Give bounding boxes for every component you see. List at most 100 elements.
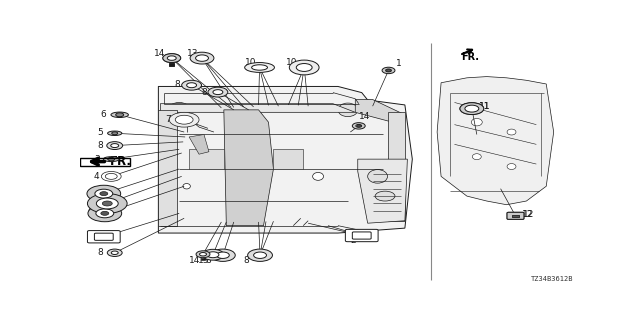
- FancyBboxPatch shape: [346, 229, 378, 242]
- Circle shape: [88, 194, 127, 213]
- Circle shape: [116, 113, 124, 117]
- Circle shape: [208, 87, 228, 97]
- Circle shape: [253, 252, 266, 259]
- FancyBboxPatch shape: [507, 212, 524, 219]
- Circle shape: [460, 103, 484, 115]
- Text: 14: 14: [189, 256, 200, 265]
- Circle shape: [200, 252, 207, 256]
- Ellipse shape: [111, 112, 129, 117]
- Text: 3: 3: [94, 155, 100, 164]
- Circle shape: [187, 83, 196, 88]
- Polygon shape: [158, 110, 177, 226]
- Ellipse shape: [463, 106, 481, 111]
- Circle shape: [108, 157, 115, 161]
- Circle shape: [88, 205, 122, 222]
- Circle shape: [382, 67, 395, 74]
- Circle shape: [468, 107, 476, 111]
- Circle shape: [163, 54, 180, 62]
- Ellipse shape: [367, 170, 388, 183]
- Circle shape: [111, 144, 118, 148]
- Text: 10: 10: [244, 58, 256, 67]
- Text: 6: 6: [101, 110, 107, 119]
- Circle shape: [375, 191, 395, 201]
- Text: 13: 13: [187, 49, 198, 58]
- Circle shape: [107, 142, 123, 149]
- Circle shape: [100, 192, 108, 196]
- Circle shape: [182, 80, 202, 90]
- Ellipse shape: [507, 129, 516, 135]
- Text: 7: 7: [165, 115, 171, 124]
- Circle shape: [465, 105, 479, 112]
- FancyBboxPatch shape: [507, 212, 524, 219]
- Bar: [169, 62, 175, 66]
- Text: 11: 11: [479, 102, 491, 111]
- Circle shape: [213, 90, 223, 95]
- Circle shape: [102, 201, 112, 206]
- FancyBboxPatch shape: [353, 232, 371, 239]
- Text: 8: 8: [244, 256, 250, 265]
- Bar: [201, 258, 205, 260]
- Polygon shape: [224, 110, 273, 226]
- Polygon shape: [189, 149, 224, 169]
- Circle shape: [96, 209, 114, 218]
- Polygon shape: [158, 86, 412, 233]
- Circle shape: [296, 64, 312, 71]
- Circle shape: [167, 56, 176, 60]
- Text: 12: 12: [523, 210, 534, 219]
- Circle shape: [468, 107, 476, 111]
- Circle shape: [163, 54, 180, 62]
- Circle shape: [216, 252, 229, 259]
- Ellipse shape: [108, 131, 122, 135]
- Text: TZ34B3612B: TZ34B3612B: [531, 276, 573, 282]
- Text: 10: 10: [286, 58, 298, 67]
- Text: 9: 9: [88, 208, 93, 217]
- Text: 2: 2: [89, 234, 95, 243]
- Text: 13: 13: [198, 256, 209, 265]
- Circle shape: [112, 132, 118, 135]
- Text: 1: 1: [396, 59, 401, 68]
- Ellipse shape: [103, 157, 119, 162]
- Bar: [513, 215, 518, 217]
- Text: 14: 14: [154, 49, 166, 58]
- Text: 8: 8: [97, 248, 103, 257]
- Text: 8: 8: [202, 88, 207, 97]
- Circle shape: [387, 69, 390, 71]
- Ellipse shape: [252, 65, 268, 70]
- Ellipse shape: [173, 116, 195, 123]
- Polygon shape: [388, 112, 405, 221]
- Circle shape: [211, 249, 236, 261]
- Circle shape: [202, 249, 224, 260]
- Polygon shape: [273, 149, 303, 169]
- Bar: [169, 62, 175, 66]
- Circle shape: [175, 115, 193, 124]
- Circle shape: [106, 173, 117, 179]
- Circle shape: [101, 212, 109, 215]
- Text: 15: 15: [90, 198, 101, 207]
- Circle shape: [357, 125, 361, 127]
- Circle shape: [356, 124, 362, 127]
- Text: 8: 8: [174, 80, 180, 89]
- Text: 2: 2: [350, 236, 356, 245]
- Polygon shape: [189, 134, 209, 154]
- Circle shape: [179, 117, 189, 122]
- Circle shape: [248, 249, 273, 261]
- Bar: [513, 215, 518, 217]
- Text: 9: 9: [88, 188, 93, 198]
- Circle shape: [207, 252, 219, 258]
- Ellipse shape: [338, 103, 358, 116]
- Circle shape: [97, 198, 118, 209]
- Circle shape: [465, 105, 479, 112]
- Ellipse shape: [183, 184, 190, 189]
- Ellipse shape: [168, 102, 190, 117]
- Circle shape: [196, 55, 209, 61]
- Text: FR.: FR.: [110, 155, 132, 168]
- Ellipse shape: [472, 154, 481, 160]
- Ellipse shape: [244, 62, 275, 72]
- Polygon shape: [355, 100, 405, 122]
- Circle shape: [352, 123, 365, 129]
- Circle shape: [87, 185, 121, 202]
- Circle shape: [95, 189, 113, 198]
- Circle shape: [108, 175, 114, 178]
- Text: 5: 5: [97, 128, 103, 137]
- Text: 12: 12: [522, 210, 534, 219]
